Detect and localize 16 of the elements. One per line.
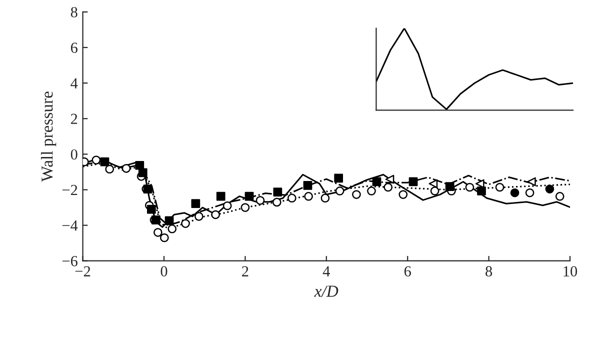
y-tick-label: 2 — [70, 114, 78, 124]
y-tick-label: −4 — [62, 220, 78, 231]
y-tick-label: −2 — [62, 184, 78, 196]
y-tick-label: −6 — [62, 256, 78, 266]
x-tick-label: 10 — [564, 266, 578, 276]
x-tick-label: 4 — [322, 266, 330, 276]
x-tick-label: 8 — [486, 266, 492, 276]
y-tick-label: 4 — [70, 78, 78, 88]
x-axis-title: x/D — [314, 286, 338, 297]
x-tick-label: 6 — [404, 266, 411, 276]
y-tick-label: 6 — [70, 42, 78, 53]
y-tick-label: 0 — [70, 149, 78, 160]
y-axis-title: Wall pressure — [41, 92, 56, 182]
y-tick-label: 8 — [70, 7, 78, 18]
x-tick-label: 2 — [242, 266, 248, 276]
x-tick-label: 0 — [160, 266, 168, 276]
